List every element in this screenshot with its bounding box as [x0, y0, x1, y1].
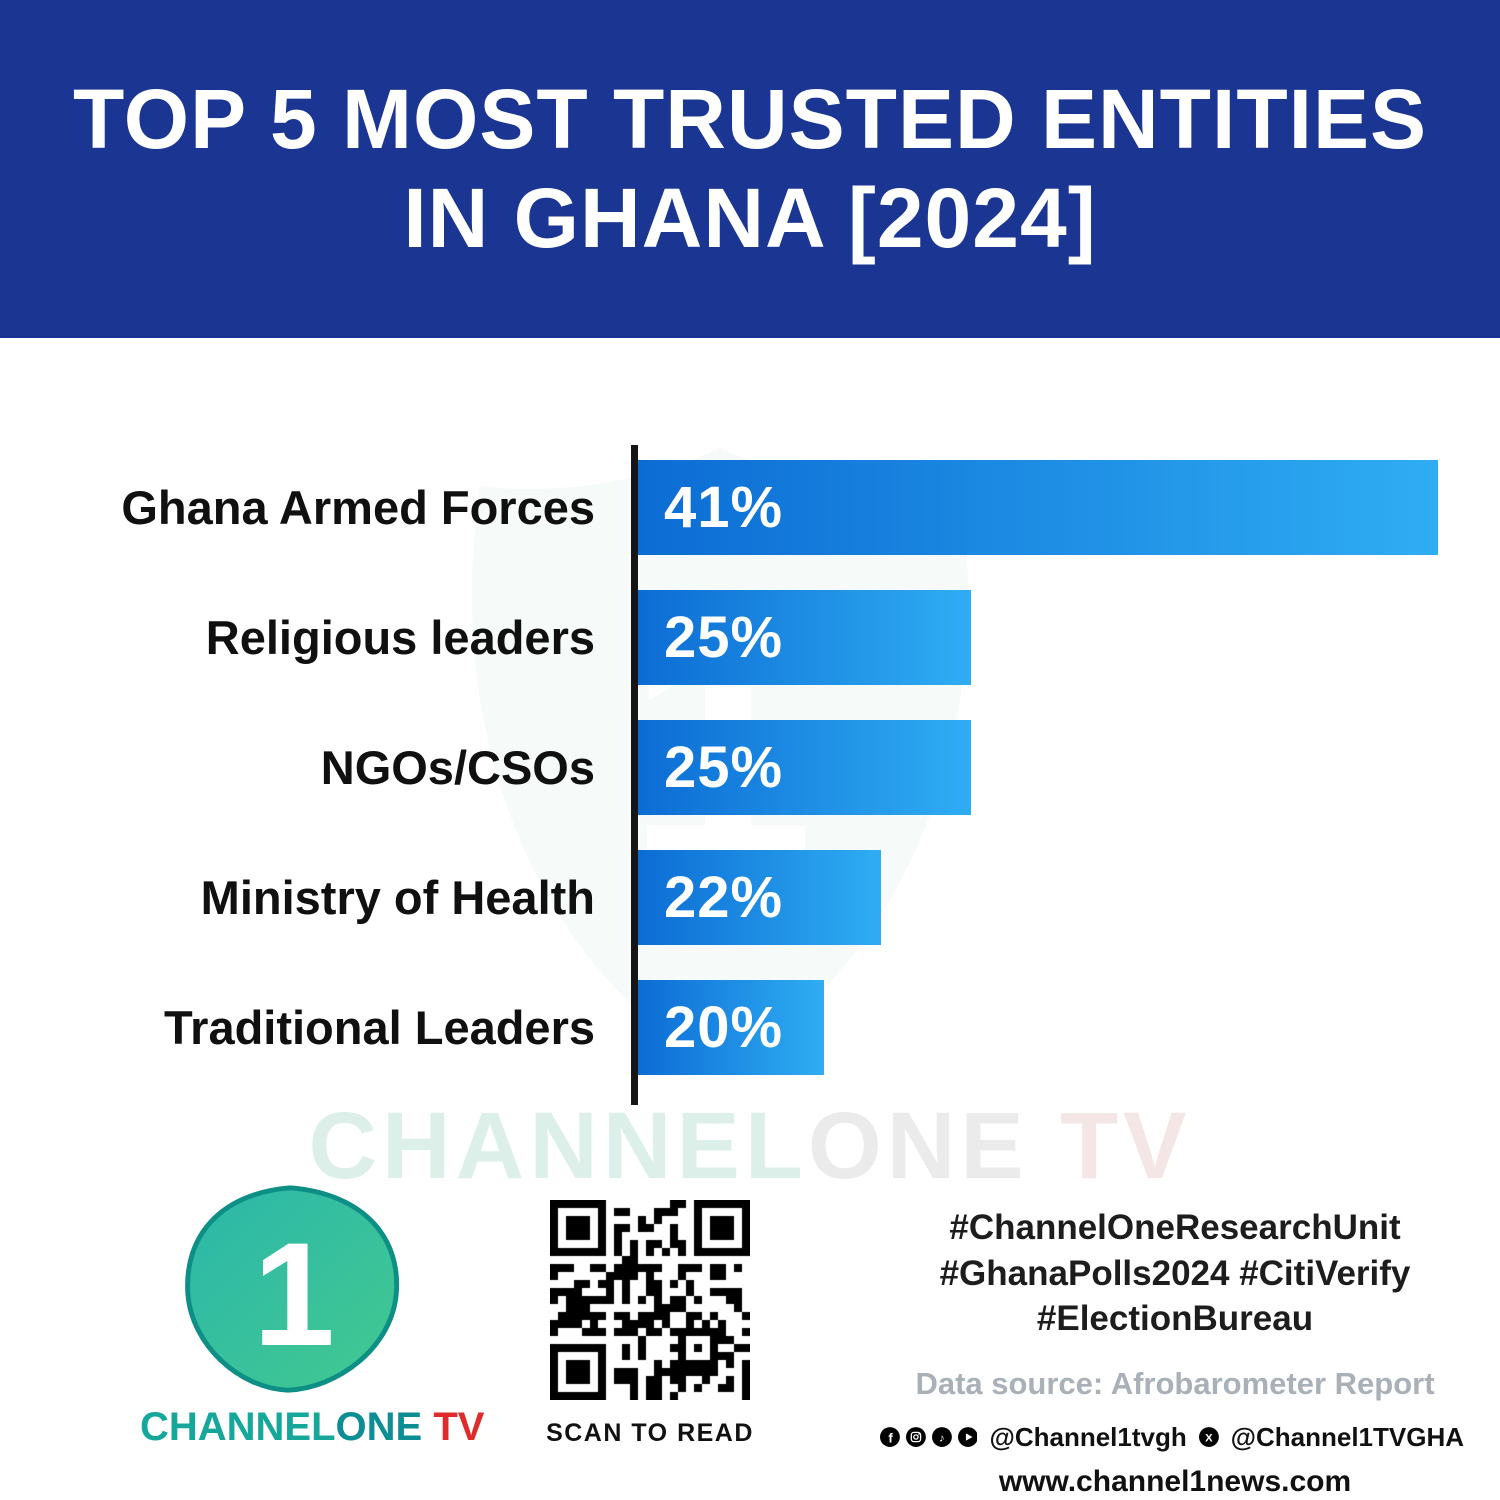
- bar-value-label: 41%: [664, 475, 784, 540]
- hashtags: #ChannelOneResearchUnit #GhanaPolls2024 …: [880, 1205, 1470, 1342]
- brand-watermark-part-1: CHANNEL: [308, 1093, 808, 1199]
- svg-text:1: 1: [253, 1213, 335, 1377]
- footer-info-block: #ChannelOneResearchUnit #GhanaPolls2024 …: [879, 1205, 1470, 1499]
- bar-row: Ministry of Health 22%: [0, 850, 1500, 945]
- channel-one-logo-block: 1 CHANNELONE TV: [140, 1180, 484, 1450]
- bar: 25%: [638, 590, 971, 685]
- page-title-line-1: TOP 5 MOST TRUSTED ENTITIES: [72, 71, 1428, 166]
- social-handle-2: @Channel1TVGHA: [1230, 1421, 1465, 1452]
- instagram-icon: [905, 1427, 926, 1447]
- svg-text:X: X: [1205, 1433, 1213, 1445]
- bar-value-label: 20%: [664, 995, 784, 1060]
- bar-row: Ghana Armed Forces 41%: [0, 460, 1500, 555]
- hashtag-line-1: #ChannelOneResearchUnit: [949, 1208, 1401, 1247]
- hashtag-line-2: #GhanaPolls2024 #CitiVerify: [939, 1253, 1411, 1293]
- bar: 41%: [638, 460, 1438, 555]
- data-source-text: Data source: Afrobarometer Report: [915, 1365, 1435, 1401]
- bar: 25%: [638, 720, 971, 815]
- tiktok-icon: ♪: [931, 1427, 952, 1447]
- bar-label: NGOs/CSOs: [320, 741, 595, 794]
- qr-code: [550, 1200, 750, 1400]
- bar-label: Religious leaders: [205, 611, 595, 664]
- qr-block: SCAN TO READ: [540, 1200, 760, 1448]
- svg-text:♪: ♪: [939, 1433, 945, 1445]
- channel-one-logo-icon: 1: [185, 1185, 400, 1393]
- qr-caption: SCAN TO READ: [546, 1419, 754, 1447]
- bar-row: Religious leaders 25%: [0, 590, 1500, 685]
- bar: 22%: [638, 850, 881, 945]
- bar-chart: Ghana Armed Forces 41% Religious leaders 25…: [0, 445, 1500, 1120]
- bar-value-label: 25%: [664, 735, 784, 800]
- brand-watermark: CHANNELONE TV: [0, 1092, 1500, 1201]
- brand-watermark-part-2: ONE: [807, 1093, 1029, 1199]
- wordmark-tv: TV: [422, 1405, 485, 1449]
- wordmark-one: ONE: [335, 1405, 423, 1449]
- hashtag-line-3: #ElectionBureau: [1036, 1299, 1314, 1338]
- bar-value-label: 25%: [664, 605, 784, 670]
- bar-label: Traditional Leaders: [164, 1001, 595, 1054]
- chart-axis-line: [631, 445, 638, 1105]
- social-row: f ♪ @Channel1tvgh X @Channel1TVGHA: [879, 1421, 1470, 1453]
- wordmark-channel: CHANNEL: [140, 1405, 336, 1449]
- bar-rows: Ghana Armed Forces 41% Religious leaders 25…: [0, 460, 1500, 1075]
- x-icon: X: [1198, 1427, 1219, 1447]
- bar-row: NGOs/CSOs 25%: [0, 720, 1500, 815]
- channel-one-wordmark: CHANNELONE TV: [140, 1405, 484, 1450]
- brand-watermark-part-3: TV: [1028, 1093, 1192, 1199]
- youtube-icon: [957, 1427, 978, 1447]
- bar-label: Ministry of Health: [200, 871, 595, 924]
- social-handle-1: @Channel1tvgh: [989, 1421, 1187, 1452]
- svg-text:f: f: [888, 1430, 893, 1445]
- website-url: www.channel1news.com: [998, 1464, 1352, 1498]
- header-banner: TOP 5 MOST TRUSTED ENTITIES IN GHANA [20…: [0, 0, 1500, 338]
- bar-row: Traditional Leaders 20%: [0, 980, 1500, 1075]
- bar-value-label: 22%: [664, 865, 784, 930]
- bar: 20%: [638, 980, 824, 1075]
- page-title-line-2: IN GHANA [2024]: [403, 171, 1097, 265]
- facebook-icon: f: [879, 1427, 900, 1447]
- bar-label: Ghana Armed Forces: [121, 481, 595, 534]
